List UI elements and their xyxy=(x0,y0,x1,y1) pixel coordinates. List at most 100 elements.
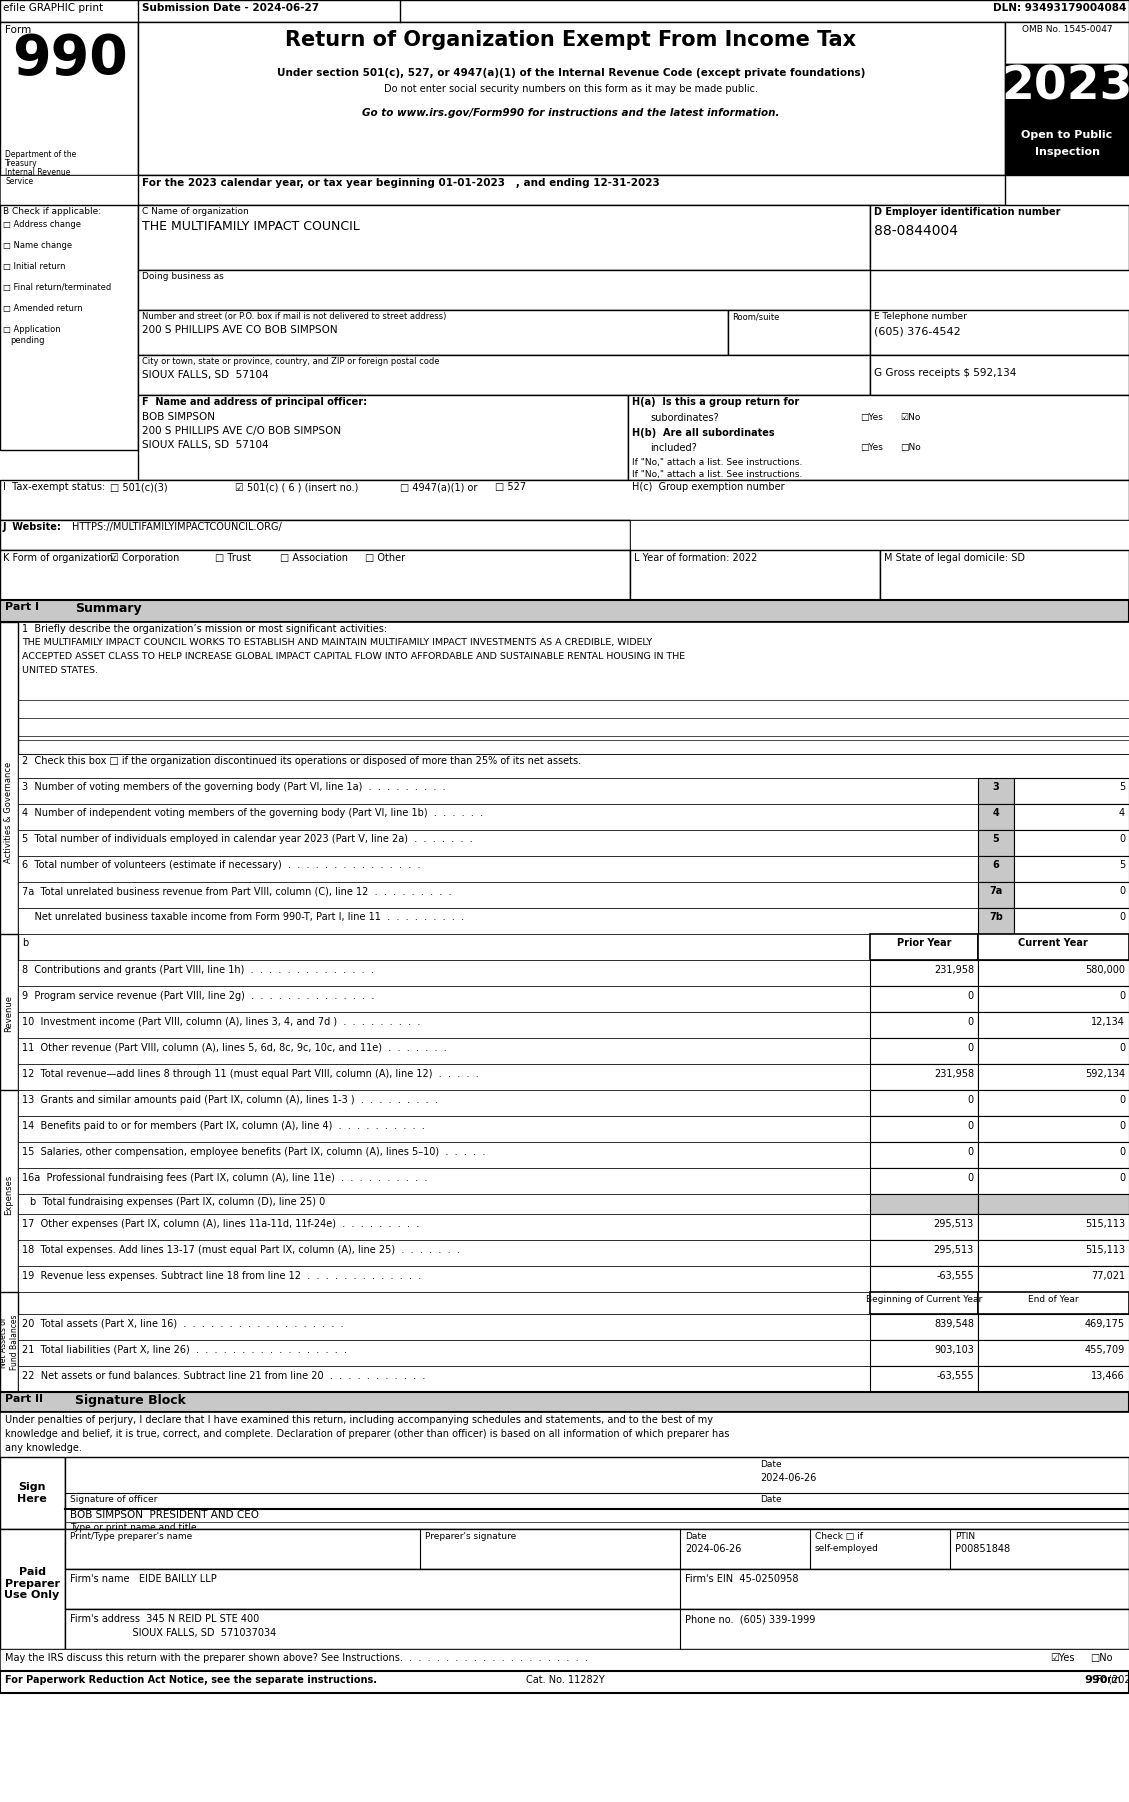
Text: b: b xyxy=(21,939,28,948)
Text: 2024-06-26: 2024-06-26 xyxy=(685,1544,742,1553)
Bar xyxy=(870,1115,978,1142)
Bar xyxy=(870,1240,978,1267)
Bar xyxy=(18,1267,870,1292)
Text: Do not enter social security numbers on this form as it may be made public.: Do not enter social security numbers on … xyxy=(384,85,758,94)
Text: Check □ if: Check □ if xyxy=(815,1532,863,1541)
Bar xyxy=(18,1240,870,1267)
Text: Expenses: Expenses xyxy=(5,1175,14,1215)
Text: 0: 0 xyxy=(1119,1043,1124,1052)
Bar xyxy=(628,395,1129,479)
Text: □ 501(c)(3): □ 501(c)(3) xyxy=(110,481,167,492)
Text: 6: 6 xyxy=(992,860,999,870)
Text: 11  Other revenue (Part VIII, column (A), lines 5, 6d, 8c, 9c, 10c, and 11e)  . : 11 Other revenue (Part VIII, column (A),… xyxy=(21,1043,447,1052)
Text: -63,555: -63,555 xyxy=(936,1270,974,1281)
Text: Cat. No. 11282Y: Cat. No. 11282Y xyxy=(526,1676,604,1685)
Text: G Gross receipts $ 592,134: G Gross receipts $ 592,134 xyxy=(874,368,1016,378)
Bar xyxy=(1014,881,1129,908)
Text: 2023: 2023 xyxy=(1001,65,1129,110)
Text: 0: 0 xyxy=(968,1148,974,1157)
Bar xyxy=(0,1391,1129,1413)
Text: L Year of formation: 2022: L Year of formation: 2022 xyxy=(634,553,758,562)
Bar xyxy=(18,1168,870,1195)
Text: knowledge and belief, it is true, correct, and complete. Declaration of preparer: knowledge and belief, it is true, correc… xyxy=(5,1429,729,1440)
Text: any knowledge.: any knowledge. xyxy=(5,1443,82,1452)
Text: End of Year: End of Year xyxy=(1027,1296,1078,1305)
Text: 0: 0 xyxy=(1119,1148,1124,1157)
Text: Type or print name and title: Type or print name and title xyxy=(70,1523,196,1532)
Bar xyxy=(870,1314,978,1341)
Text: If "No," attach a list. See instructions.: If "No," attach a list. See instructions… xyxy=(632,470,803,479)
Bar xyxy=(1014,908,1129,933)
Text: 200 S PHILLIPS AVE CO BOB SIMPSON: 200 S PHILLIPS AVE CO BOB SIMPSON xyxy=(142,324,338,335)
Text: Date: Date xyxy=(760,1496,781,1505)
Text: Form: Form xyxy=(5,25,32,34)
Bar xyxy=(18,856,978,881)
Bar xyxy=(978,960,1129,986)
Text: 10  Investment income (Part VIII, column (A), lines 3, 4, and 7d )  .  .  .  .  : 10 Investment income (Part VIII, column … xyxy=(21,1016,420,1027)
Bar xyxy=(0,1670,1129,1694)
Text: M State of legal domicile: SD: M State of legal domicile: SD xyxy=(884,553,1025,562)
Bar xyxy=(978,856,1014,881)
Text: Department of the: Department of the xyxy=(5,150,77,159)
Bar xyxy=(18,778,978,804)
Bar xyxy=(1014,778,1129,804)
Text: DLN: 93493179004084: DLN: 93493179004084 xyxy=(992,4,1126,13)
Text: Preparer's signature: Preparer's signature xyxy=(425,1532,516,1541)
Text: Print/Type preparer's name: Print/Type preparer's name xyxy=(70,1532,192,1541)
Bar xyxy=(0,22,138,175)
Bar xyxy=(138,270,870,310)
Text: Return of Organization Exempt From Income Tax: Return of Organization Exempt From Incom… xyxy=(286,31,857,50)
Bar xyxy=(978,1063,1129,1090)
Text: E Telephone number: E Telephone number xyxy=(874,312,966,321)
Bar xyxy=(138,175,1005,205)
Bar xyxy=(18,622,1129,741)
Text: 5: 5 xyxy=(1119,782,1124,793)
Bar xyxy=(870,1215,978,1240)
Text: □ Other: □ Other xyxy=(365,553,405,562)
Text: 3: 3 xyxy=(992,782,999,793)
Text: Summary: Summary xyxy=(75,602,141,614)
Text: □ Association: □ Association xyxy=(280,553,348,562)
Bar xyxy=(0,1413,1129,1458)
Text: PTIN: PTIN xyxy=(955,1532,975,1541)
Text: 21  Total liabilities (Part X, line 26)  .  .  .  .  .  .  .  .  .  .  .  .  .  : 21 Total liabilities (Part X, line 26) .… xyxy=(21,1344,347,1355)
Text: Date: Date xyxy=(760,1460,781,1469)
Bar xyxy=(1014,856,1129,881)
Text: 2024-06-26: 2024-06-26 xyxy=(760,1472,816,1483)
Text: J  Website:: J Website: xyxy=(3,523,62,532)
Text: F  Name and address of principal officer:: F Name and address of principal officer: xyxy=(142,396,367,407)
Text: H(a)  Is this a group return for: H(a) Is this a group return for xyxy=(632,396,799,407)
Text: 0: 0 xyxy=(968,1173,974,1182)
Bar xyxy=(870,205,1129,270)
Text: □ 527: □ 527 xyxy=(495,481,526,492)
Text: included?: included? xyxy=(650,443,697,452)
Text: Under penalties of perjury, I declare that I have examined this return, includin: Under penalties of perjury, I declare th… xyxy=(5,1415,714,1425)
Bar xyxy=(978,1168,1129,1195)
Text: Number and street (or P.O. box if mail is not delivered to street address): Number and street (or P.O. box if mail i… xyxy=(142,312,446,321)
Bar xyxy=(978,1366,1129,1391)
Text: OMB No. 1545-0047: OMB No. 1545-0047 xyxy=(1022,25,1112,34)
Text: 903,103: 903,103 xyxy=(934,1344,974,1355)
Text: 4  Number of independent voting members of the governing body (Part VI, line 1b): 4 Number of independent voting members o… xyxy=(21,807,483,818)
Bar xyxy=(978,1267,1129,1292)
Text: H(b)  Are all subordinates: H(b) Are all subordinates xyxy=(632,429,774,438)
Bar xyxy=(0,1292,18,1391)
Text: 18  Total expenses. Add lines 13-17 (must equal Part IX, column (A), line 25)  .: 18 Total expenses. Add lines 13-17 (must… xyxy=(21,1245,460,1254)
Bar xyxy=(138,310,728,355)
Text: 200 S PHILLIPS AVE C/O BOB SIMPSON: 200 S PHILLIPS AVE C/O BOB SIMPSON xyxy=(142,425,341,436)
Text: Beginning of Current Year: Beginning of Current Year xyxy=(866,1296,982,1305)
Text: 20  Total assets (Part X, line 16)  .  .  .  .  .  .  .  .  .  .  .  .  .  .  . : 20 Total assets (Part X, line 16) . . . … xyxy=(21,1319,343,1330)
Text: □No: □No xyxy=(1089,1652,1112,1663)
Bar xyxy=(978,1292,1129,1314)
Text: Part I: Part I xyxy=(5,602,40,613)
Text: Treasury: Treasury xyxy=(5,159,37,168)
Bar xyxy=(0,1649,1129,1670)
Bar xyxy=(1014,831,1129,856)
Bar xyxy=(18,1292,870,1314)
Text: 9  Program service revenue (Part VIII, line 2g)  .  .  .  .  .  .  .  .  .  .  .: 9 Program service revenue (Part VIII, li… xyxy=(21,991,375,1000)
Text: 7b: 7b xyxy=(989,912,1003,923)
Text: Go to www.irs.gov/Form990 for instructions and the latest information.: Go to www.irs.gov/Form990 for instructio… xyxy=(362,108,780,117)
Bar xyxy=(630,550,879,600)
Bar xyxy=(18,831,978,856)
Bar xyxy=(978,1240,1129,1267)
